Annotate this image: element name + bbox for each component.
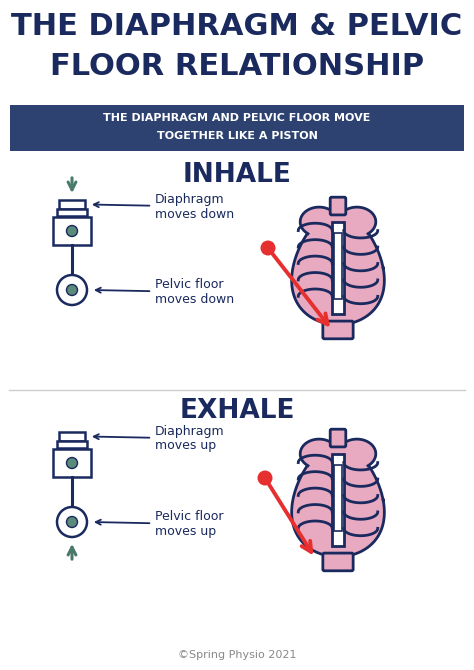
Bar [332,454,344,547]
Bar [57,441,87,448]
Bar [332,222,344,314]
Text: Pelvic floor
moves up: Pelvic floor moves up [96,510,224,538]
Circle shape [57,275,87,305]
Text: THE DIAPHRAGM AND PELVIC FLOOR MOVE: THE DIAPHRAGM AND PELVIC FLOOR MOVE [103,113,371,123]
Text: TOGETHER LIKE A PISTON: TOGETHER LIKE A PISTON [156,131,318,141]
Bar [334,233,342,299]
Circle shape [66,285,78,295]
Bar [59,200,85,209]
Polygon shape [343,207,376,234]
Text: FLOOR RELATIONSHIP: FLOOR RELATIONSHIP [50,52,424,81]
Circle shape [66,458,78,468]
Text: Pelvic floor
moves down: Pelvic floor moves down [96,278,234,306]
FancyBboxPatch shape [330,429,346,447]
Circle shape [66,517,78,527]
Text: Diaphragm
moves up: Diaphragm moves up [94,425,225,452]
Text: INHALE: INHALE [182,162,292,188]
Text: THE DIAPHRAGM & PELVIC: THE DIAPHRAGM & PELVIC [11,12,463,41]
Text: Diaphragm
moves down: Diaphragm moves down [94,192,234,220]
Bar [57,209,87,216]
Text: EXHALE: EXHALE [179,398,295,424]
Circle shape [257,470,273,486]
Polygon shape [292,444,384,557]
Bar [10,105,464,151]
Polygon shape [300,439,333,466]
FancyBboxPatch shape [330,197,346,215]
Circle shape [57,507,87,537]
Polygon shape [300,207,333,234]
Bar [59,432,85,441]
FancyBboxPatch shape [323,553,353,571]
Polygon shape [292,211,384,325]
Text: ©Spring Physio 2021: ©Spring Physio 2021 [178,650,296,660]
Bar [334,465,342,531]
Circle shape [261,241,275,255]
Bar [53,217,91,245]
Bar [53,449,91,477]
FancyBboxPatch shape [323,321,353,339]
Polygon shape [343,439,376,466]
Circle shape [66,226,78,237]
